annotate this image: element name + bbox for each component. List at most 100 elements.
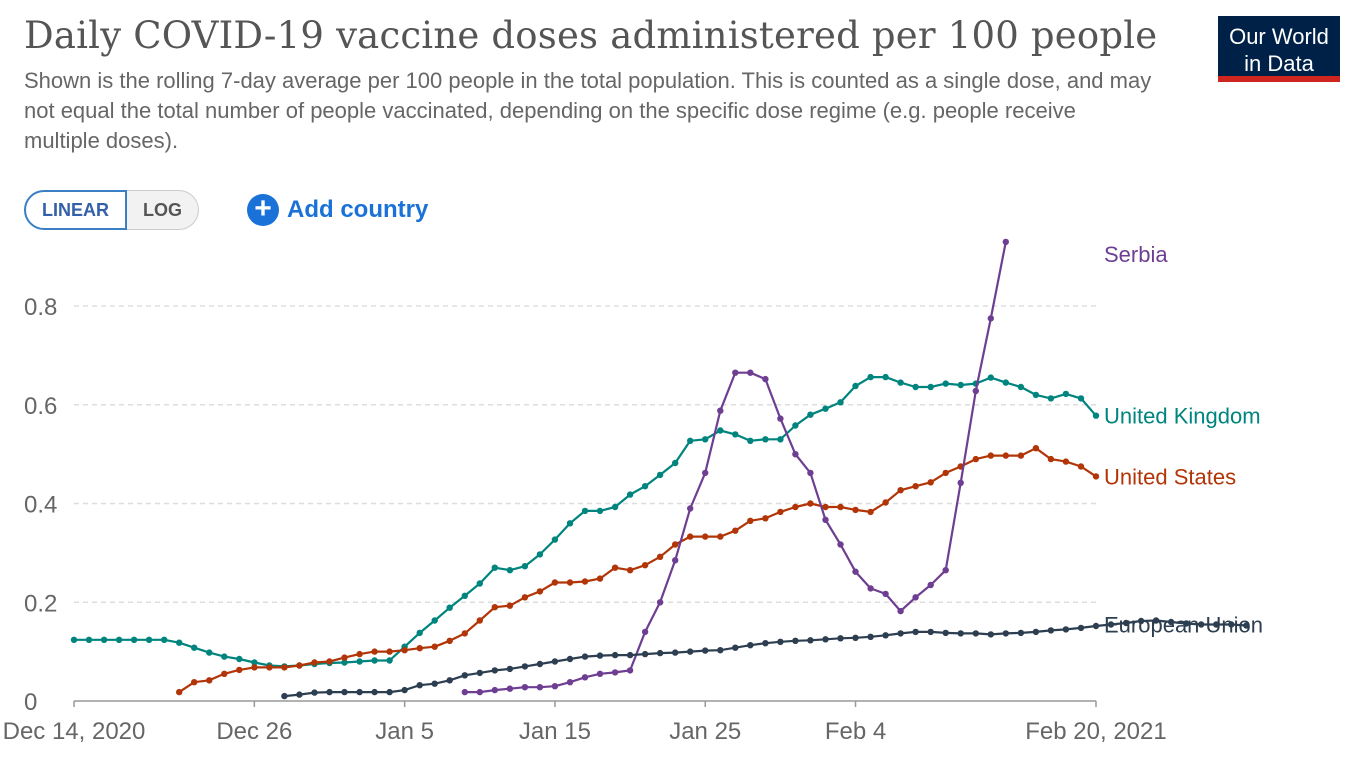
data-point-united-kingdom[interactable] [1002,379,1009,386]
data-point-serbia[interactable] [626,667,634,674]
data-point-european-union[interactable] [1047,627,1055,634]
data-point-european-union[interactable] [807,637,814,644]
data-point-european-union[interactable] [957,630,964,637]
data-point-united-kingdom[interactable] [626,491,634,498]
data-point-serbia[interactable] [792,451,799,458]
data-point-european-union[interactable] [386,688,393,696]
data-point-united-kingdom[interactable] [927,383,934,391]
data-point-united-kingdom[interactable] [356,658,363,665]
data-point-united-states[interactable] [687,533,694,540]
data-point-united-kingdom[interactable] [491,564,498,571]
data-point-united-states[interactable] [1002,452,1009,459]
series-line-serbia[interactable] [464,241,1007,694]
data-point-united-states[interactable] [702,533,709,540]
data-point-united-states[interactable] [987,452,994,459]
data-point-european-union[interactable] [506,665,514,673]
data-point-united-states[interactable] [912,483,919,490]
data-point-united-states[interactable] [852,506,859,514]
data-point-united-kingdom[interactable] [581,507,589,515]
data-point-united-kingdom[interactable] [221,653,228,660]
data-point-serbia[interactable] [807,469,814,477]
data-point-united-states[interactable] [341,654,348,661]
data-point-united-kingdom[interactable] [191,644,198,651]
owid-logo[interactable]: Our World in Data [1218,16,1340,82]
data-point-united-states[interactable] [626,567,634,574]
data-point-european-union[interactable] [1092,622,1100,630]
data-point-united-kingdom[interactable] [176,639,183,646]
data-point-united-states[interactable] [747,517,754,524]
data-point-serbia[interactable] [747,369,754,376]
data-point-united-kingdom[interactable] [792,422,799,429]
data-point-european-union[interactable] [1213,621,1220,628]
data-point-european-union[interactable] [431,680,438,687]
data-point-serbia[interactable] [912,594,919,601]
data-point-european-union[interactable] [476,669,483,677]
data-point-serbia[interactable] [837,541,844,548]
data-point-european-union[interactable] [1152,617,1160,624]
data-point-united-states[interactable] [311,659,318,666]
data-point-united-kingdom[interactable] [461,592,468,599]
data-point-european-union[interactable] [987,631,994,638]
data-point-european-union[interactable] [822,636,829,643]
data-point-united-states[interactable] [506,602,514,609]
data-point-united-states[interactable] [807,500,814,507]
data-point-serbia[interactable] [822,516,829,523]
data-point-united-kingdom[interactable] [130,636,138,643]
data-point-united-states[interactable] [717,533,724,540]
data-point-european-union[interactable] [461,672,468,679]
data-point-united-kingdom[interactable] [852,382,859,390]
data-point-united-states[interactable] [431,643,438,650]
data-point-european-union[interactable] [837,635,844,642]
data-point-united-kingdom[interactable] [912,383,919,391]
data-point-european-union[interactable] [1243,622,1250,629]
data-point-united-kingdom[interactable] [476,580,483,587]
data-point-united-states[interactable] [236,666,243,674]
data-point-serbia[interactable] [672,557,679,564]
data-point-united-kingdom[interactable] [85,636,93,643]
data-point-united-kingdom[interactable] [882,373,889,381]
data-point-european-union[interactable] [777,638,784,645]
legend-label-serbia[interactable]: Serbia [1104,242,1168,267]
data-point-serbia[interactable] [551,683,559,690]
data-point-european-union[interactable] [792,637,799,644]
data-point-united-kingdom[interactable] [702,436,709,443]
data-point-united-kingdom[interactable] [386,657,393,664]
data-point-european-union[interactable] [626,651,634,659]
data-point-european-union[interactable] [611,651,619,659]
data-point-united-kingdom[interactable] [566,520,574,527]
data-point-united-kingdom[interactable] [732,431,739,438]
data-point-serbia[interactable] [656,599,664,606]
data-point-united-kingdom[interactable] [1047,395,1055,402]
data-point-united-states[interactable] [491,604,498,611]
series-line-united-kingdom[interactable] [74,376,1097,668]
data-point-serbia[interactable] [521,684,529,691]
data-point-united-kingdom[interactable] [161,636,168,643]
data-point-united-states[interactable] [371,648,378,655]
data-point-european-union[interactable] [1228,621,1235,628]
data-point-united-states[interactable] [1017,452,1025,459]
data-point-united-states[interactable] [1092,473,1100,480]
data-point-united-states[interactable] [596,575,604,582]
data-point-european-union[interactable] [1122,619,1130,627]
data-point-serbia[interactable] [596,670,604,677]
legend-label-united-states[interactable]: United States [1104,464,1236,489]
data-point-serbia[interactable] [942,567,949,574]
data-point-united-kingdom[interactable] [611,503,619,511]
data-point-united-states[interactable] [581,578,589,585]
data-point-united-kingdom[interactable] [656,471,664,479]
legend-label-european-union[interactable]: European Union [1104,612,1263,637]
data-point-european-union[interactable] [882,632,889,639]
data-point-united-kingdom[interactable] [236,655,243,663]
data-point-european-union[interactable] [762,640,769,647]
data-point-united-kingdom[interactable] [100,636,108,643]
data-point-united-kingdom[interactable] [416,629,423,637]
data-point-united-states[interactable] [942,469,949,477]
data-point-serbia[interactable] [476,688,483,696]
data-point-serbia[interactable] [897,607,904,615]
data-point-united-states[interactable] [401,647,408,654]
linear-scale-button[interactable]: LINEAR [24,190,127,230]
data-point-united-states[interactable] [897,487,904,494]
data-point-united-kingdom[interactable] [672,459,679,467]
data-point-european-union[interactable] [1002,630,1009,637]
series-line-european-union[interactable] [284,619,1247,698]
